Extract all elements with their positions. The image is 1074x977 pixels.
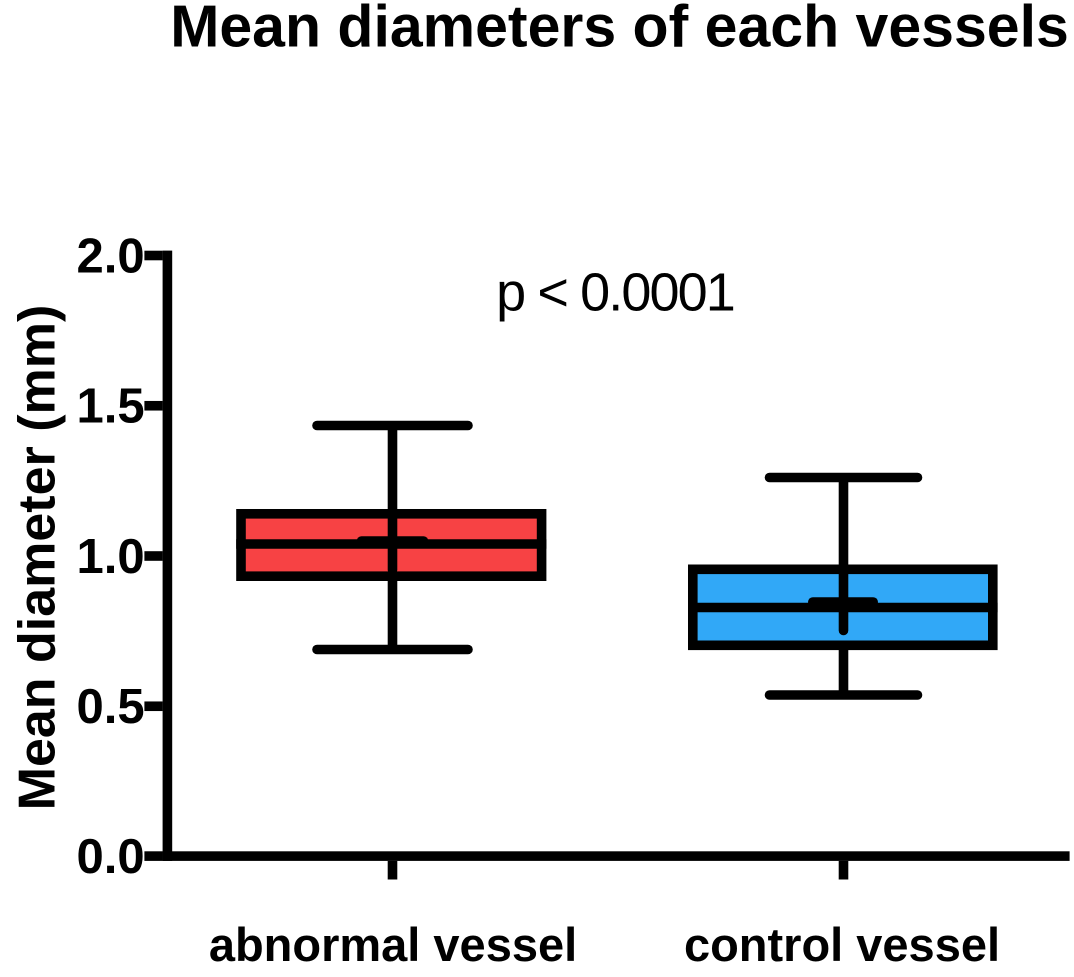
svg-text:2.0: 2.0 [76, 229, 144, 283]
svg-text:1.0: 1.0 [76, 530, 144, 584]
svg-text:0.5: 0.5 [76, 680, 144, 734]
svg-text:Mean diameters of each vessels: Mean diameters of each vessels [170, 0, 1069, 60]
svg-text:control vessel: control vessel [684, 918, 1000, 971]
svg-text:0.0: 0.0 [76, 830, 144, 884]
svg-text:1.5: 1.5 [76, 380, 144, 434]
svg-text:abnormal vessel: abnormal vessel [209, 918, 577, 971]
svg-text:Mean diameter (mm): Mean diameter (mm) [9, 305, 67, 811]
svg-text:p < 0.0001: p < 0.0001 [496, 263, 734, 323]
